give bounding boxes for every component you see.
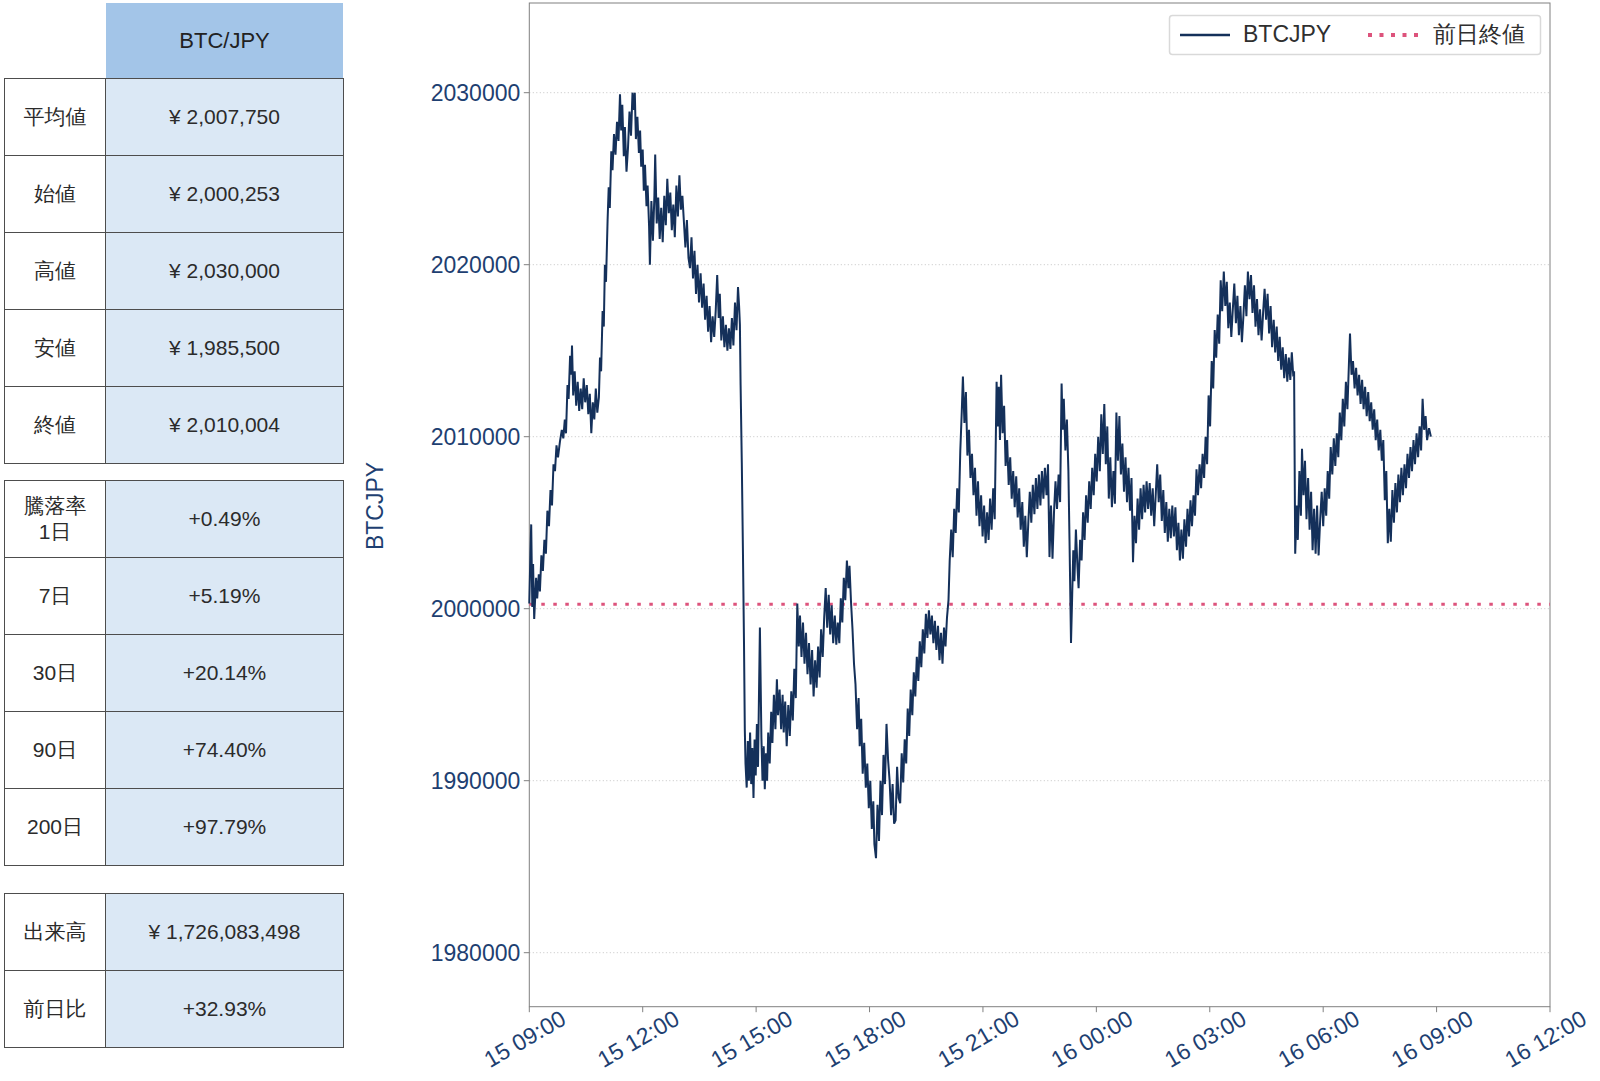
y-tick-label: 2000000 — [431, 596, 521, 622]
x-tick-label: 16 06:00 — [1273, 1005, 1364, 1072]
x-tick-label: 15 12:00 — [593, 1005, 684, 1072]
x-tick-label: 16 12:00 — [1500, 1005, 1591, 1072]
y-tick-label: 2030000 — [431, 80, 521, 106]
x-tick-label: 16 03:00 — [1160, 1005, 1251, 1072]
price-chart[interactable]: 1980000 1990000 2000000 2010000 2020000 20300… — [0, 0, 1600, 1081]
x-tick-label: 15 18:00 — [820, 1005, 911, 1072]
x-tick-label: 16 00:00 — [1047, 1005, 1138, 1072]
x-tick-label: 15 09:00 — [480, 1005, 571, 1072]
x-tick-label: 16 09:00 — [1387, 1005, 1478, 1072]
y-tick-label: 1980000 — [431, 940, 521, 966]
legend-item-btcjpy[interactable]: BTCJPY — [1243, 21, 1331, 47]
price-line — [529, 93, 1431, 858]
legend-item-prev-close[interactable]: 前日終値 — [1433, 21, 1525, 47]
x-tick-label: 15 15:00 — [706, 1005, 797, 1072]
y-axis-title: BTCJPY — [362, 462, 388, 550]
y-tick-label: 1990000 — [431, 768, 521, 794]
x-tick-label: 15 21:00 — [933, 1005, 1024, 1072]
y-tick-label: 2010000 — [431, 424, 521, 450]
y-tick-label: 2020000 — [431, 252, 521, 278]
